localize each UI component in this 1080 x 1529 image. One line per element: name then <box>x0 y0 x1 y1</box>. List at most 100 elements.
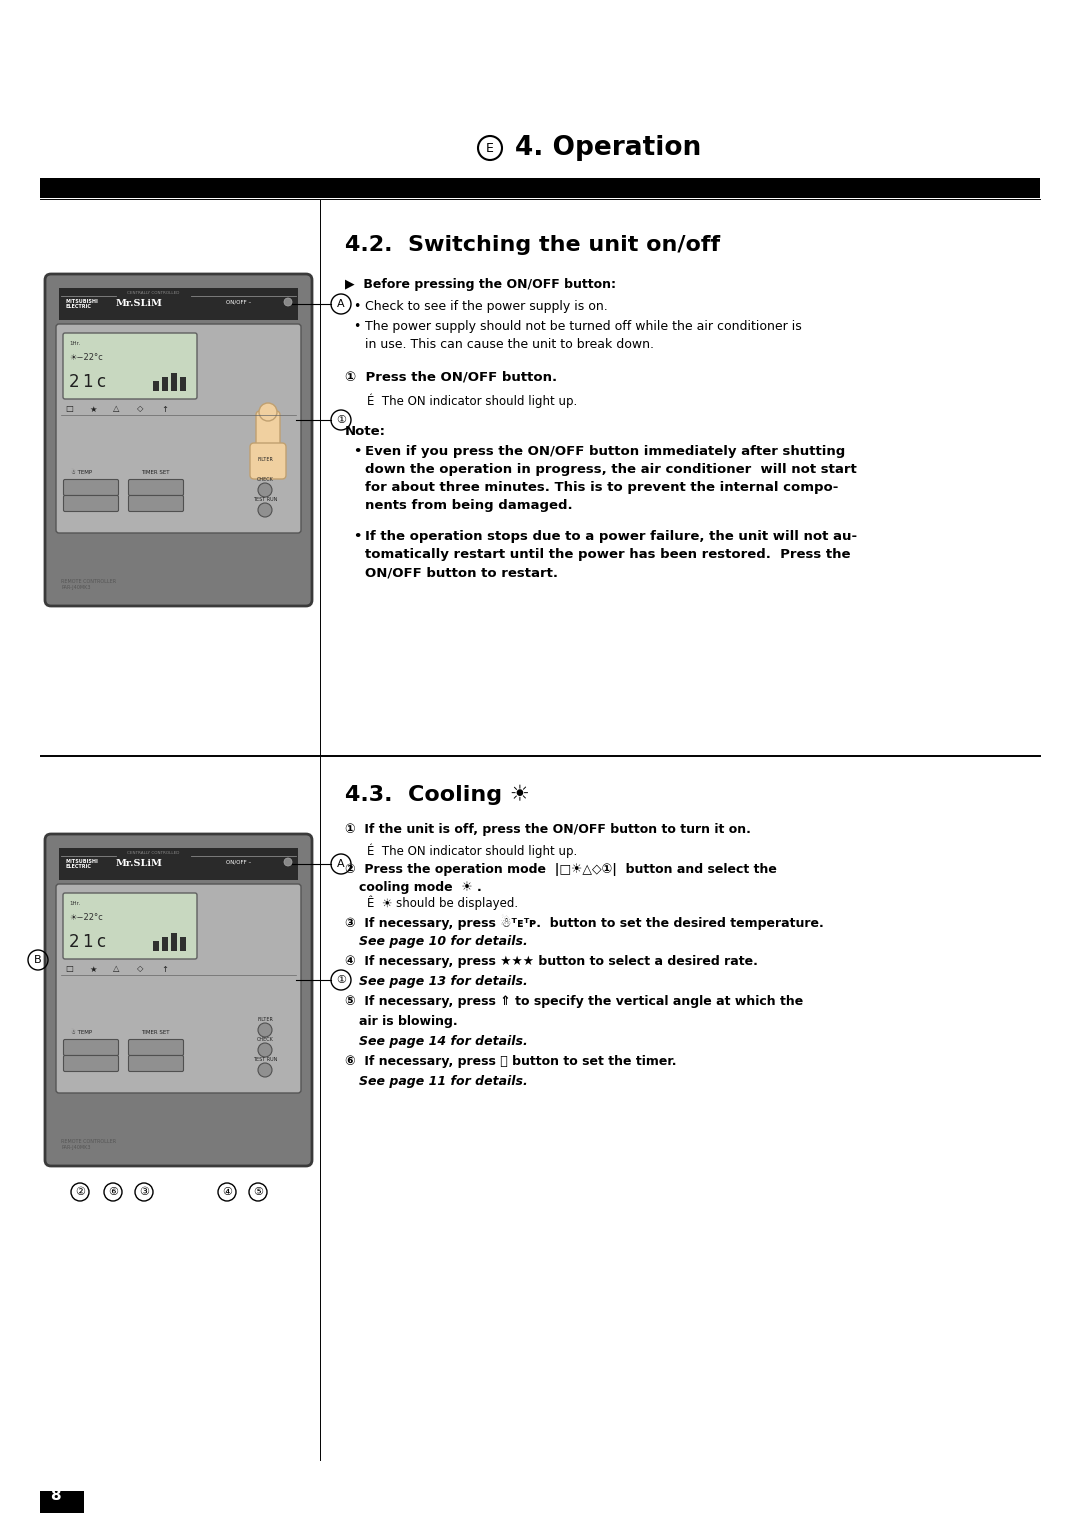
Text: ◇: ◇ <box>137 965 144 974</box>
Text: Check to see if the power supply is on.: Check to see if the power supply is on. <box>365 300 608 313</box>
FancyBboxPatch shape <box>63 333 197 399</box>
Text: ①  Press the ON/OFF button.: ① Press the ON/OFF button. <box>345 370 557 382</box>
Text: TIMER SET: TIMER SET <box>141 469 170 474</box>
Circle shape <box>258 1063 272 1076</box>
Text: ⑤  If necessary, press ⇑ to specify the vertical angle at which the: ⑤ If necessary, press ⇑ to specify the v… <box>345 995 804 1008</box>
Circle shape <box>259 404 276 420</box>
Text: 1Hr.: 1Hr. <box>69 341 80 346</box>
FancyBboxPatch shape <box>129 1055 184 1072</box>
Text: ★: ★ <box>89 405 96 413</box>
Text: ↑: ↑ <box>161 965 168 974</box>
Text: See page 13 for details.: See page 13 for details. <box>359 976 528 988</box>
Text: See page 11 for details.: See page 11 for details. <box>359 1075 528 1089</box>
Text: 2 1 c: 2 1 c <box>69 373 106 391</box>
Text: ①: ① <box>336 976 346 985</box>
Text: Mr.SLiM: Mr.SLiM <box>116 300 163 309</box>
Text: △: △ <box>113 405 120 413</box>
FancyBboxPatch shape <box>129 480 184 495</box>
Bar <box>180 937 186 951</box>
Text: ON/OFF –: ON/OFF – <box>226 859 252 864</box>
Text: See page 10 for details.: See page 10 for details. <box>359 936 528 948</box>
Text: TEST RUN: TEST RUN <box>253 1057 278 1063</box>
Text: TIMER SET: TIMER SET <box>141 1029 170 1035</box>
Text: ④  If necessary, press ★★★ button to select a desired rate.: ④ If necessary, press ★★★ button to sele… <box>345 956 758 968</box>
Text: ON/OFF –: ON/OFF – <box>226 300 252 304</box>
Text: CENTRALLY CONTROLLED: CENTRALLY CONTROLLED <box>126 291 179 295</box>
Text: See page 14 for details.: See page 14 for details. <box>359 1035 528 1047</box>
Text: TEST RUN: TEST RUN <box>253 497 278 502</box>
Text: △: △ <box>113 965 120 974</box>
Bar <box>171 933 177 951</box>
Text: ★: ★ <box>89 965 96 974</box>
FancyBboxPatch shape <box>129 1040 184 1055</box>
FancyBboxPatch shape <box>256 411 280 454</box>
Bar <box>153 940 159 951</box>
Text: ②  Press the operation mode  |□☀△◇①|  button and select the: ② Press the operation mode |□☀△◇①| butto… <box>345 862 777 876</box>
Text: FILTER: FILTER <box>257 457 273 462</box>
FancyBboxPatch shape <box>63 893 197 959</box>
Bar <box>162 378 168 391</box>
Circle shape <box>284 858 292 865</box>
Circle shape <box>258 463 272 477</box>
Text: air is blowing.: air is blowing. <box>359 1015 458 1027</box>
Text: ⑥  If necessary, press ⏰ button to set the timer.: ⑥ If necessary, press ⏰ button to set th… <box>345 1055 676 1067</box>
Text: 4. Operation: 4. Operation <box>515 135 701 161</box>
Text: ☃ TEMP: ☃ TEMP <box>71 1029 92 1035</box>
Circle shape <box>258 483 272 497</box>
Bar <box>153 381 159 391</box>
Text: REMOTE CONTROLLER
PAR-J40MK3: REMOTE CONTROLLER PAR-J40MK3 <box>60 1139 117 1150</box>
Text: REMOTE CONTROLLER
PAR-J40MK3: REMOTE CONTROLLER PAR-J40MK3 <box>60 579 117 590</box>
FancyBboxPatch shape <box>56 884 301 1093</box>
Text: Even if you press the ON/OFF button immediately after shutting
down the operatio: Even if you press the ON/OFF button imme… <box>365 445 856 512</box>
Text: 4.3.  Cooling ☀: 4.3. Cooling ☀ <box>345 784 530 806</box>
Text: É  The ON indicator should light up.: É The ON indicator should light up. <box>367 393 577 408</box>
Text: CHECK: CHECK <box>257 477 273 482</box>
Text: □: □ <box>65 405 72 413</box>
Text: E: E <box>486 142 494 154</box>
Bar <box>40 177 1040 197</box>
Text: ☀−22°c: ☀−22°c <box>69 353 103 362</box>
FancyBboxPatch shape <box>45 274 312 605</box>
Text: FILTER: FILTER <box>257 1017 273 1021</box>
FancyBboxPatch shape <box>64 495 119 512</box>
Bar <box>59 849 298 881</box>
FancyBboxPatch shape <box>129 495 184 512</box>
Text: Ê  ☀ should be displayed.: Ê ☀ should be displayed. <box>367 894 518 910</box>
Text: ③  If necessary, press ☃ᵀᴇᵀᴘ.  button to set the desired temperature.: ③ If necessary, press ☃ᵀᴇᵀᴘ. button to s… <box>345 914 824 931</box>
Text: CENTRALLY CONTROLLED: CENTRALLY CONTROLLED <box>126 852 179 855</box>
Text: cooling mode  ☀ .: cooling mode ☀ . <box>359 881 482 894</box>
Text: If the operation stops due to a power failure, the unit will not au-
tomatically: If the operation stops due to a power fa… <box>365 531 858 579</box>
Text: ☃ TEMP: ☃ TEMP <box>71 469 92 476</box>
Text: ◇: ◇ <box>137 405 144 413</box>
FancyBboxPatch shape <box>249 443 286 479</box>
Text: 2 1 c: 2 1 c <box>69 933 106 951</box>
Text: The power supply should not be turned off while the air conditioner is
in use. T: The power supply should not be turned of… <box>365 320 801 352</box>
Bar <box>40 1491 84 1514</box>
Text: B: B <box>35 956 42 965</box>
FancyBboxPatch shape <box>45 833 312 1167</box>
Text: •: • <box>353 300 361 313</box>
Circle shape <box>258 503 272 517</box>
Text: •: • <box>353 445 362 459</box>
Text: A: A <box>337 300 345 309</box>
Circle shape <box>284 298 292 306</box>
Text: •: • <box>353 320 361 333</box>
Text: CHECK: CHECK <box>257 1037 273 1041</box>
FancyBboxPatch shape <box>56 324 301 534</box>
FancyBboxPatch shape <box>64 480 119 495</box>
Text: MITSUBISHI
ELECTRIC: MITSUBISHI ELECTRIC <box>65 859 98 870</box>
Text: ④: ④ <box>222 1187 232 1197</box>
Text: Note:: Note: <box>345 425 386 437</box>
Bar <box>171 373 177 391</box>
Text: •: • <box>353 531 362 543</box>
FancyBboxPatch shape <box>64 1040 119 1055</box>
Text: 4.2.  Switching the unit on/off: 4.2. Switching the unit on/off <box>345 235 720 255</box>
Text: 8: 8 <box>50 1488 60 1503</box>
Text: MITSUBISHI
ELECTRIC: MITSUBISHI ELECTRIC <box>65 298 98 309</box>
Text: ☀−22°c: ☀−22°c <box>69 913 103 922</box>
Text: □: □ <box>65 965 72 974</box>
Text: ①: ① <box>336 414 346 425</box>
Text: ②: ② <box>75 1187 85 1197</box>
Text: ↑: ↑ <box>161 405 168 413</box>
Circle shape <box>258 1023 272 1037</box>
